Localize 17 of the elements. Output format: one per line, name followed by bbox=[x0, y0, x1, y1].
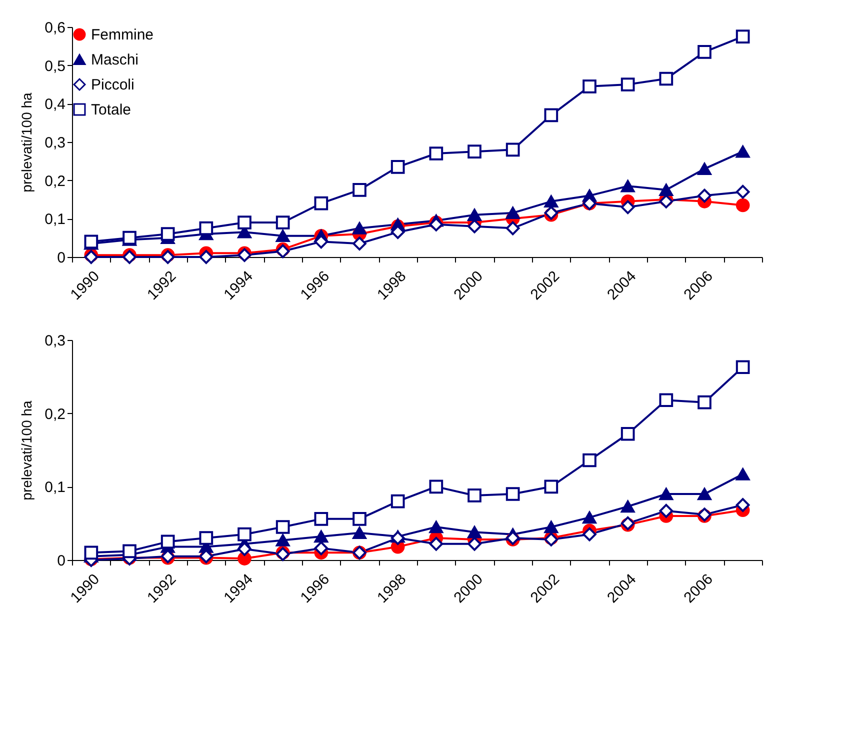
legend-label: Totale bbox=[91, 102, 132, 118]
y-tick-label: 0,6 bbox=[44, 20, 66, 36]
legend-label: Maschi bbox=[91, 52, 139, 68]
y-axis-title: prelevati/100 ha bbox=[18, 92, 35, 192]
y-tick-label: 0 bbox=[57, 250, 66, 266]
legend-label: Piccoli bbox=[91, 76, 134, 94]
y-tick-label: 0,5 bbox=[44, 58, 66, 75]
y-tick-label: 0,3 bbox=[44, 134, 66, 152]
y-tick-label: 0,4 bbox=[44, 96, 66, 114]
y-tick-label: 0,1 bbox=[44, 479, 66, 496]
y-tick-label: 0,3 bbox=[44, 332, 66, 350]
y-tick-label: 0,2 bbox=[44, 172, 66, 190]
y-axis-title: prelevati/100 ha bbox=[18, 400, 35, 500]
legend-label: Femmine bbox=[91, 26, 154, 44]
y-tick-label: 0 bbox=[57, 552, 66, 570]
y-tick-label: 0,2 bbox=[44, 406, 66, 423]
y-tick-label: 0,1 bbox=[44, 211, 66, 228]
